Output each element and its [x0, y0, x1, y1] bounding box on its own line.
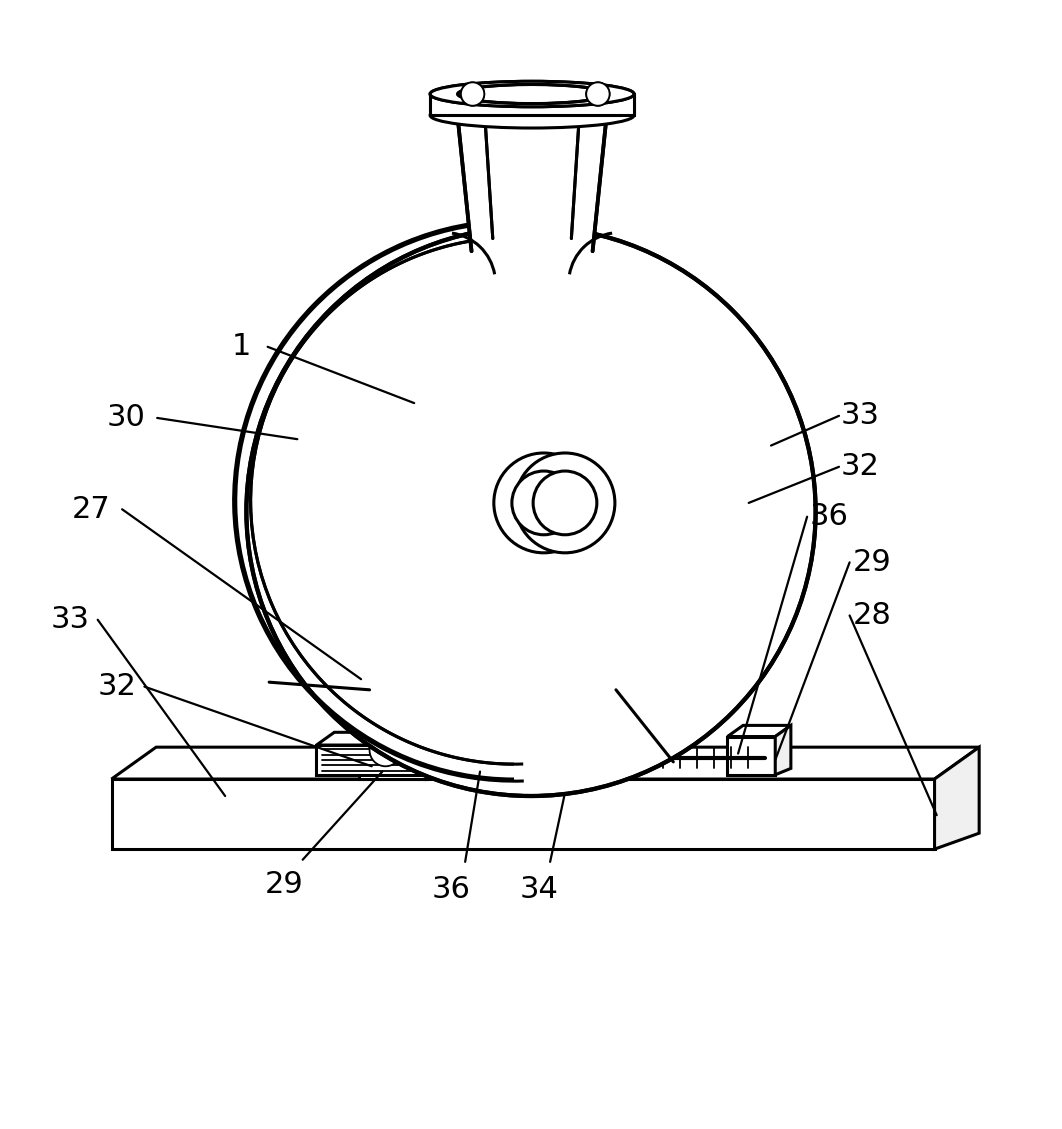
Polygon shape [457, 108, 607, 252]
Polygon shape [775, 726, 791, 774]
Bar [316, 745, 467, 774]
Polygon shape [427, 674, 449, 779]
Circle shape [461, 82, 484, 106]
Polygon shape [430, 94, 634, 115]
Text: 1: 1 [232, 332, 251, 361]
Ellipse shape [430, 81, 634, 107]
Polygon shape [112, 747, 979, 779]
Bar [359, 690, 427, 779]
Text: 33: 33 [51, 605, 90, 634]
Ellipse shape [430, 81, 634, 107]
Text: 32: 32 [98, 672, 137, 701]
Text: 34: 34 [520, 875, 559, 903]
Text: 33: 33 [841, 401, 880, 430]
Ellipse shape [458, 85, 606, 104]
Text: 29: 29 [266, 870, 304, 900]
Polygon shape [112, 779, 935, 849]
Circle shape [512, 471, 576, 535]
Text: 32: 32 [841, 453, 880, 481]
Circle shape [461, 82, 484, 106]
Text: 36: 36 [809, 502, 849, 532]
Bar [727, 736, 775, 774]
Polygon shape [627, 674, 649, 779]
Circle shape [586, 82, 610, 106]
Circle shape [370, 735, 401, 767]
Circle shape [515, 453, 615, 553]
Polygon shape [727, 726, 791, 736]
Circle shape [246, 227, 816, 796]
Circle shape [494, 453, 594, 553]
Circle shape [586, 82, 610, 106]
Text: 29: 29 [853, 548, 891, 577]
Polygon shape [359, 674, 449, 690]
Text: 27: 27 [72, 495, 110, 524]
Polygon shape [935, 747, 979, 849]
Text: 28: 28 [853, 601, 892, 630]
Ellipse shape [430, 103, 634, 128]
Polygon shape [316, 733, 485, 745]
Text: 36: 36 [432, 875, 470, 903]
Text: 30: 30 [106, 403, 145, 432]
Circle shape [605, 736, 648, 779]
Polygon shape [576, 674, 649, 690]
Circle shape [533, 471, 597, 535]
Bar [576, 690, 627, 779]
